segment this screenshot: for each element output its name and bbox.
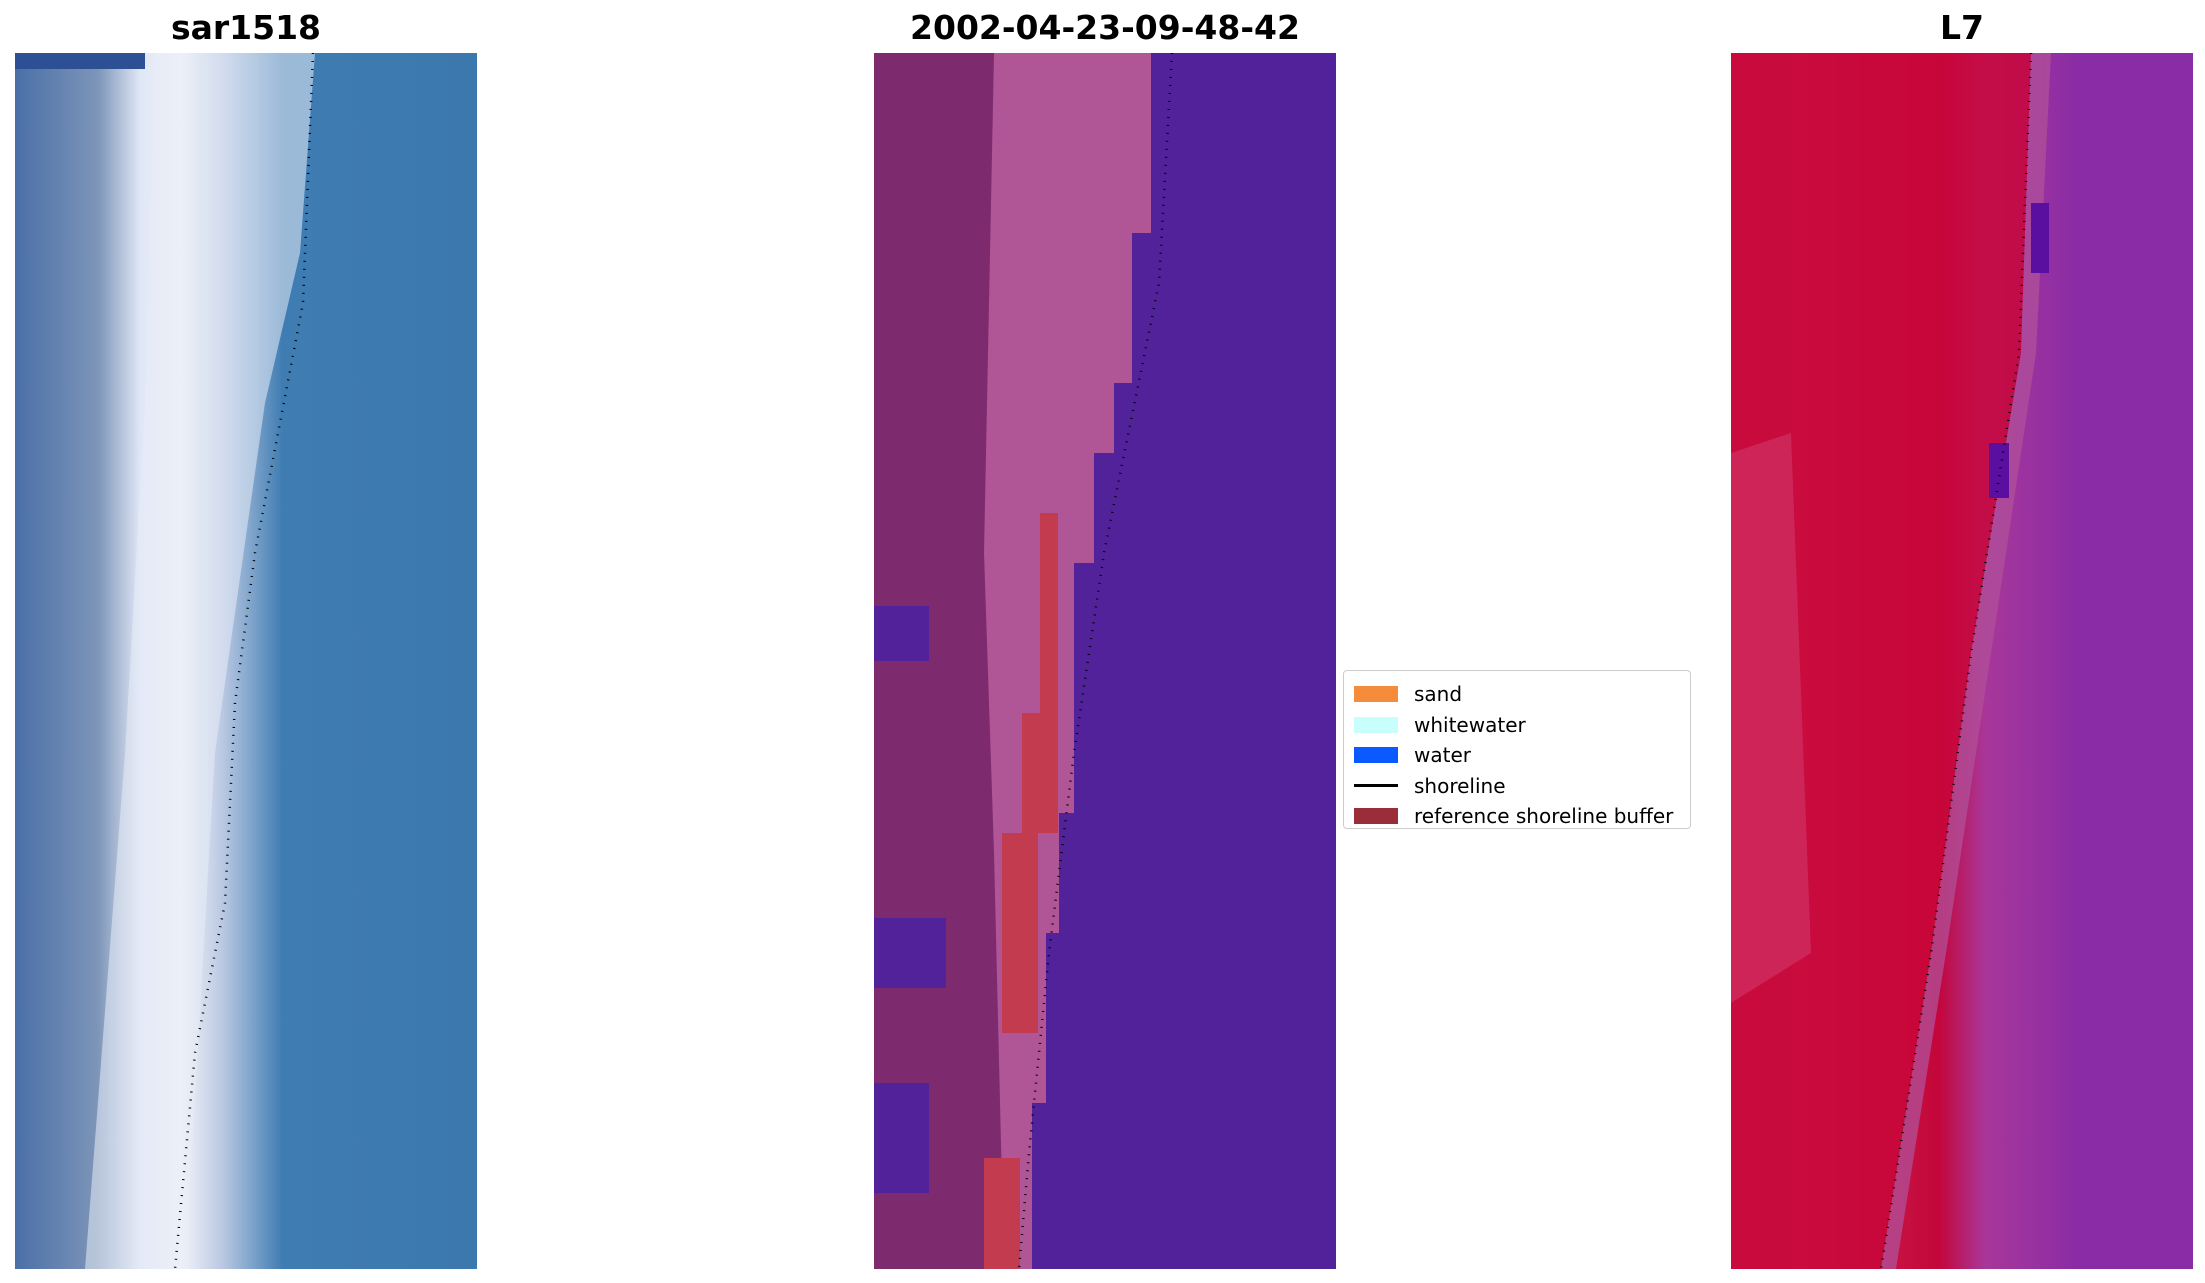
panel-title-index: L7 (1940, 8, 1984, 47)
index-image (1731, 53, 2193, 1269)
panel-title-classification: 2002-04-23-09-48-42 (910, 8, 1300, 47)
legend-item-sand: sand (1354, 679, 1690, 710)
whitewater-swatch (1354, 716, 1398, 733)
legend-item-reference-shoreline-buffer: reference shoreline buffer (1354, 801, 1690, 832)
legend-label: shoreline (1414, 773, 1506, 798)
legend-item-water: water (1354, 740, 1690, 771)
rgb-image-panel (15, 53, 477, 1269)
legend-item-shoreline: shoreline (1354, 771, 1690, 802)
index-panel (1731, 53, 2193, 1269)
classification-image (874, 53, 1336, 1269)
classification-panel (874, 53, 1336, 1269)
legend-item-whitewater: whitewater (1354, 710, 1690, 741)
shoreline-line-swatch (1354, 784, 1398, 788)
reference-buffer-swatch (1354, 808, 1398, 825)
legend-label: sand (1414, 682, 1463, 707)
sand-swatch (1354, 686, 1398, 703)
legend-label: reference shoreline buffer (1414, 804, 1674, 829)
panel-title-rgb: sar1518 (170, 8, 322, 47)
legend: sand whitewater water shoreline referenc… (1343, 670, 1691, 829)
legend-label: whitewater (1414, 712, 1526, 737)
legend-label: water (1414, 743, 1471, 768)
water-swatch (1354, 747, 1398, 764)
rgb-satellite-image (15, 53, 477, 1269)
